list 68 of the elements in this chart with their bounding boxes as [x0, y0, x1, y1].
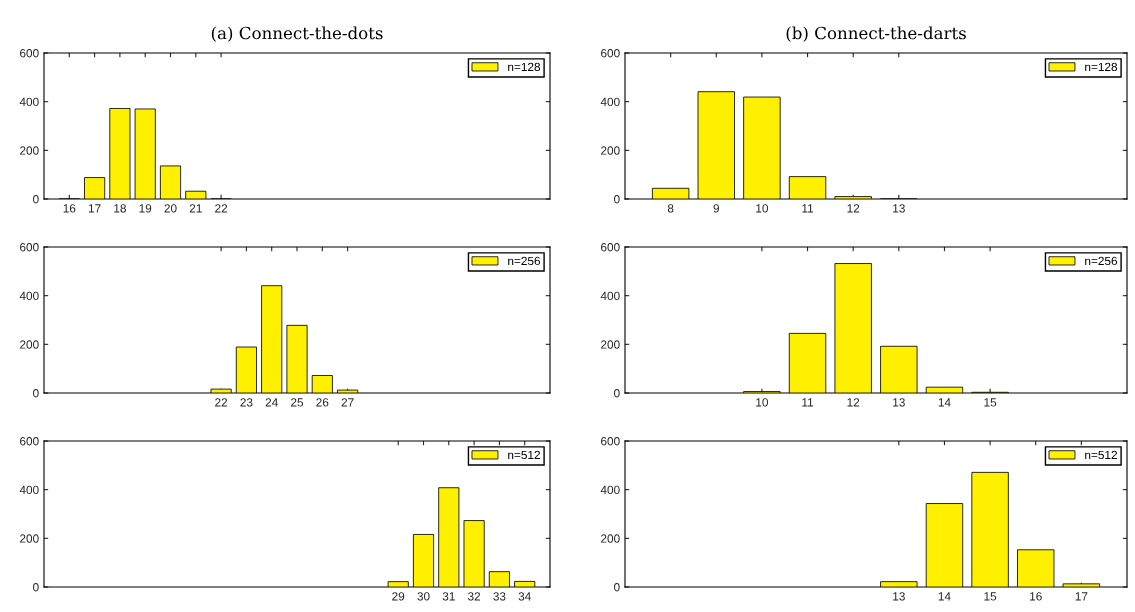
x-tick-label: 33 — [493, 592, 506, 601]
x-tick-label: 23 — [240, 398, 253, 407]
legend-label: n=128 — [508, 62, 541, 72]
y-tick-label: 400 — [600, 485, 620, 495]
x-tick-label: 27 — [341, 398, 354, 407]
x-tick-label: 22 — [215, 204, 228, 213]
y-tick-label: 200 — [601, 146, 620, 155]
x-tick-label: 26 — [316, 398, 329, 407]
y-tick-label: 600 — [20, 49, 39, 58]
y-tick-label: 600 — [601, 437, 620, 446]
y-tick-label: 200 — [20, 340, 39, 349]
y-tick-label: 0 — [33, 583, 39, 592]
x-tick-label: 14 — [938, 592, 951, 601]
x-tick-label: 17 — [1075, 592, 1088, 601]
x-tick-label: 12 — [847, 204, 860, 213]
y-tick-label: 400 — [600, 291, 620, 301]
x-tick-label: 13 — [893, 398, 905, 407]
x-tick-label: 24 — [265, 398, 278, 407]
y-tick-label: 200 — [20, 146, 39, 155]
legend-label: n=512 — [508, 450, 540, 460]
y-tick-label: 0 — [614, 195, 620, 204]
y-tick-label: 0 — [614, 583, 620, 592]
y-tick-label: 200 — [20, 534, 39, 543]
x-tick-label: 31 — [442, 592, 455, 601]
legend-label: n=512 — [1085, 450, 1117, 460]
x-tick-label: 8 — [667, 204, 674, 213]
y-tick-label: 400 — [19, 291, 39, 301]
x-tick-label: 30 — [417, 592, 430, 601]
x-tick-label: 20 — [164, 204, 177, 213]
x-tick-label: 10 — [756, 204, 769, 213]
x-tick-label: 16 — [63, 204, 76, 213]
x-tick-label: 32 — [467, 592, 481, 601]
x-tick-label: 11 — [802, 398, 814, 407]
y-tick-label: 400 — [19, 485, 39, 495]
x-tick-label: 9 — [713, 204, 719, 213]
y-tick-label: 600 — [601, 243, 620, 252]
x-tick-label: 11 — [802, 204, 814, 213]
x-tick-label: 12 — [847, 398, 860, 407]
chart-title: (b) Connect-the-darts — [786, 26, 966, 42]
y-tick-label: 600 — [20, 243, 39, 252]
x-tick-label: 15 — [984, 398, 997, 407]
x-tick-label: 21 — [189, 204, 202, 213]
legend-label: n=256 — [508, 256, 541, 266]
y-tick-label: 600 — [20, 437, 39, 446]
x-tick-label: 19 — [139, 204, 152, 213]
x-tick-label: 13 — [893, 592, 905, 601]
x-tick-label: 17 — [88, 204, 101, 213]
x-tick-label: 13 — [893, 204, 905, 213]
y-tick-label: 200 — [601, 340, 620, 349]
chart-title: (a) Connect-the-dots — [211, 26, 383, 42]
x-tick-label: 18 — [114, 204, 126, 213]
y-tick-label: 0 — [33, 389, 39, 398]
x-tick-label: 14 — [938, 398, 951, 407]
y-tick-label: 200 — [601, 534, 620, 543]
y-tick-label: 400 — [19, 97, 39, 107]
x-tick-label: 16 — [1030, 592, 1042, 601]
y-tick-label: 0 — [33, 195, 39, 204]
legend-label: n=256 — [1085, 256, 1118, 266]
x-tick-label: 10 — [756, 398, 769, 407]
x-tick-label: 34 — [518, 592, 531, 601]
x-tick-label: 15 — [984, 592, 997, 601]
y-tick-label: 0 — [614, 389, 620, 398]
legend-label: n=128 — [1085, 62, 1118, 72]
x-tick-label: 22 — [215, 398, 228, 407]
y-tick-label: 400 — [600, 97, 620, 107]
x-tick-label: 29 — [392, 592, 405, 601]
x-tick-label: 25 — [291, 398, 304, 407]
y-tick-label: 600 — [601, 49, 620, 58]
